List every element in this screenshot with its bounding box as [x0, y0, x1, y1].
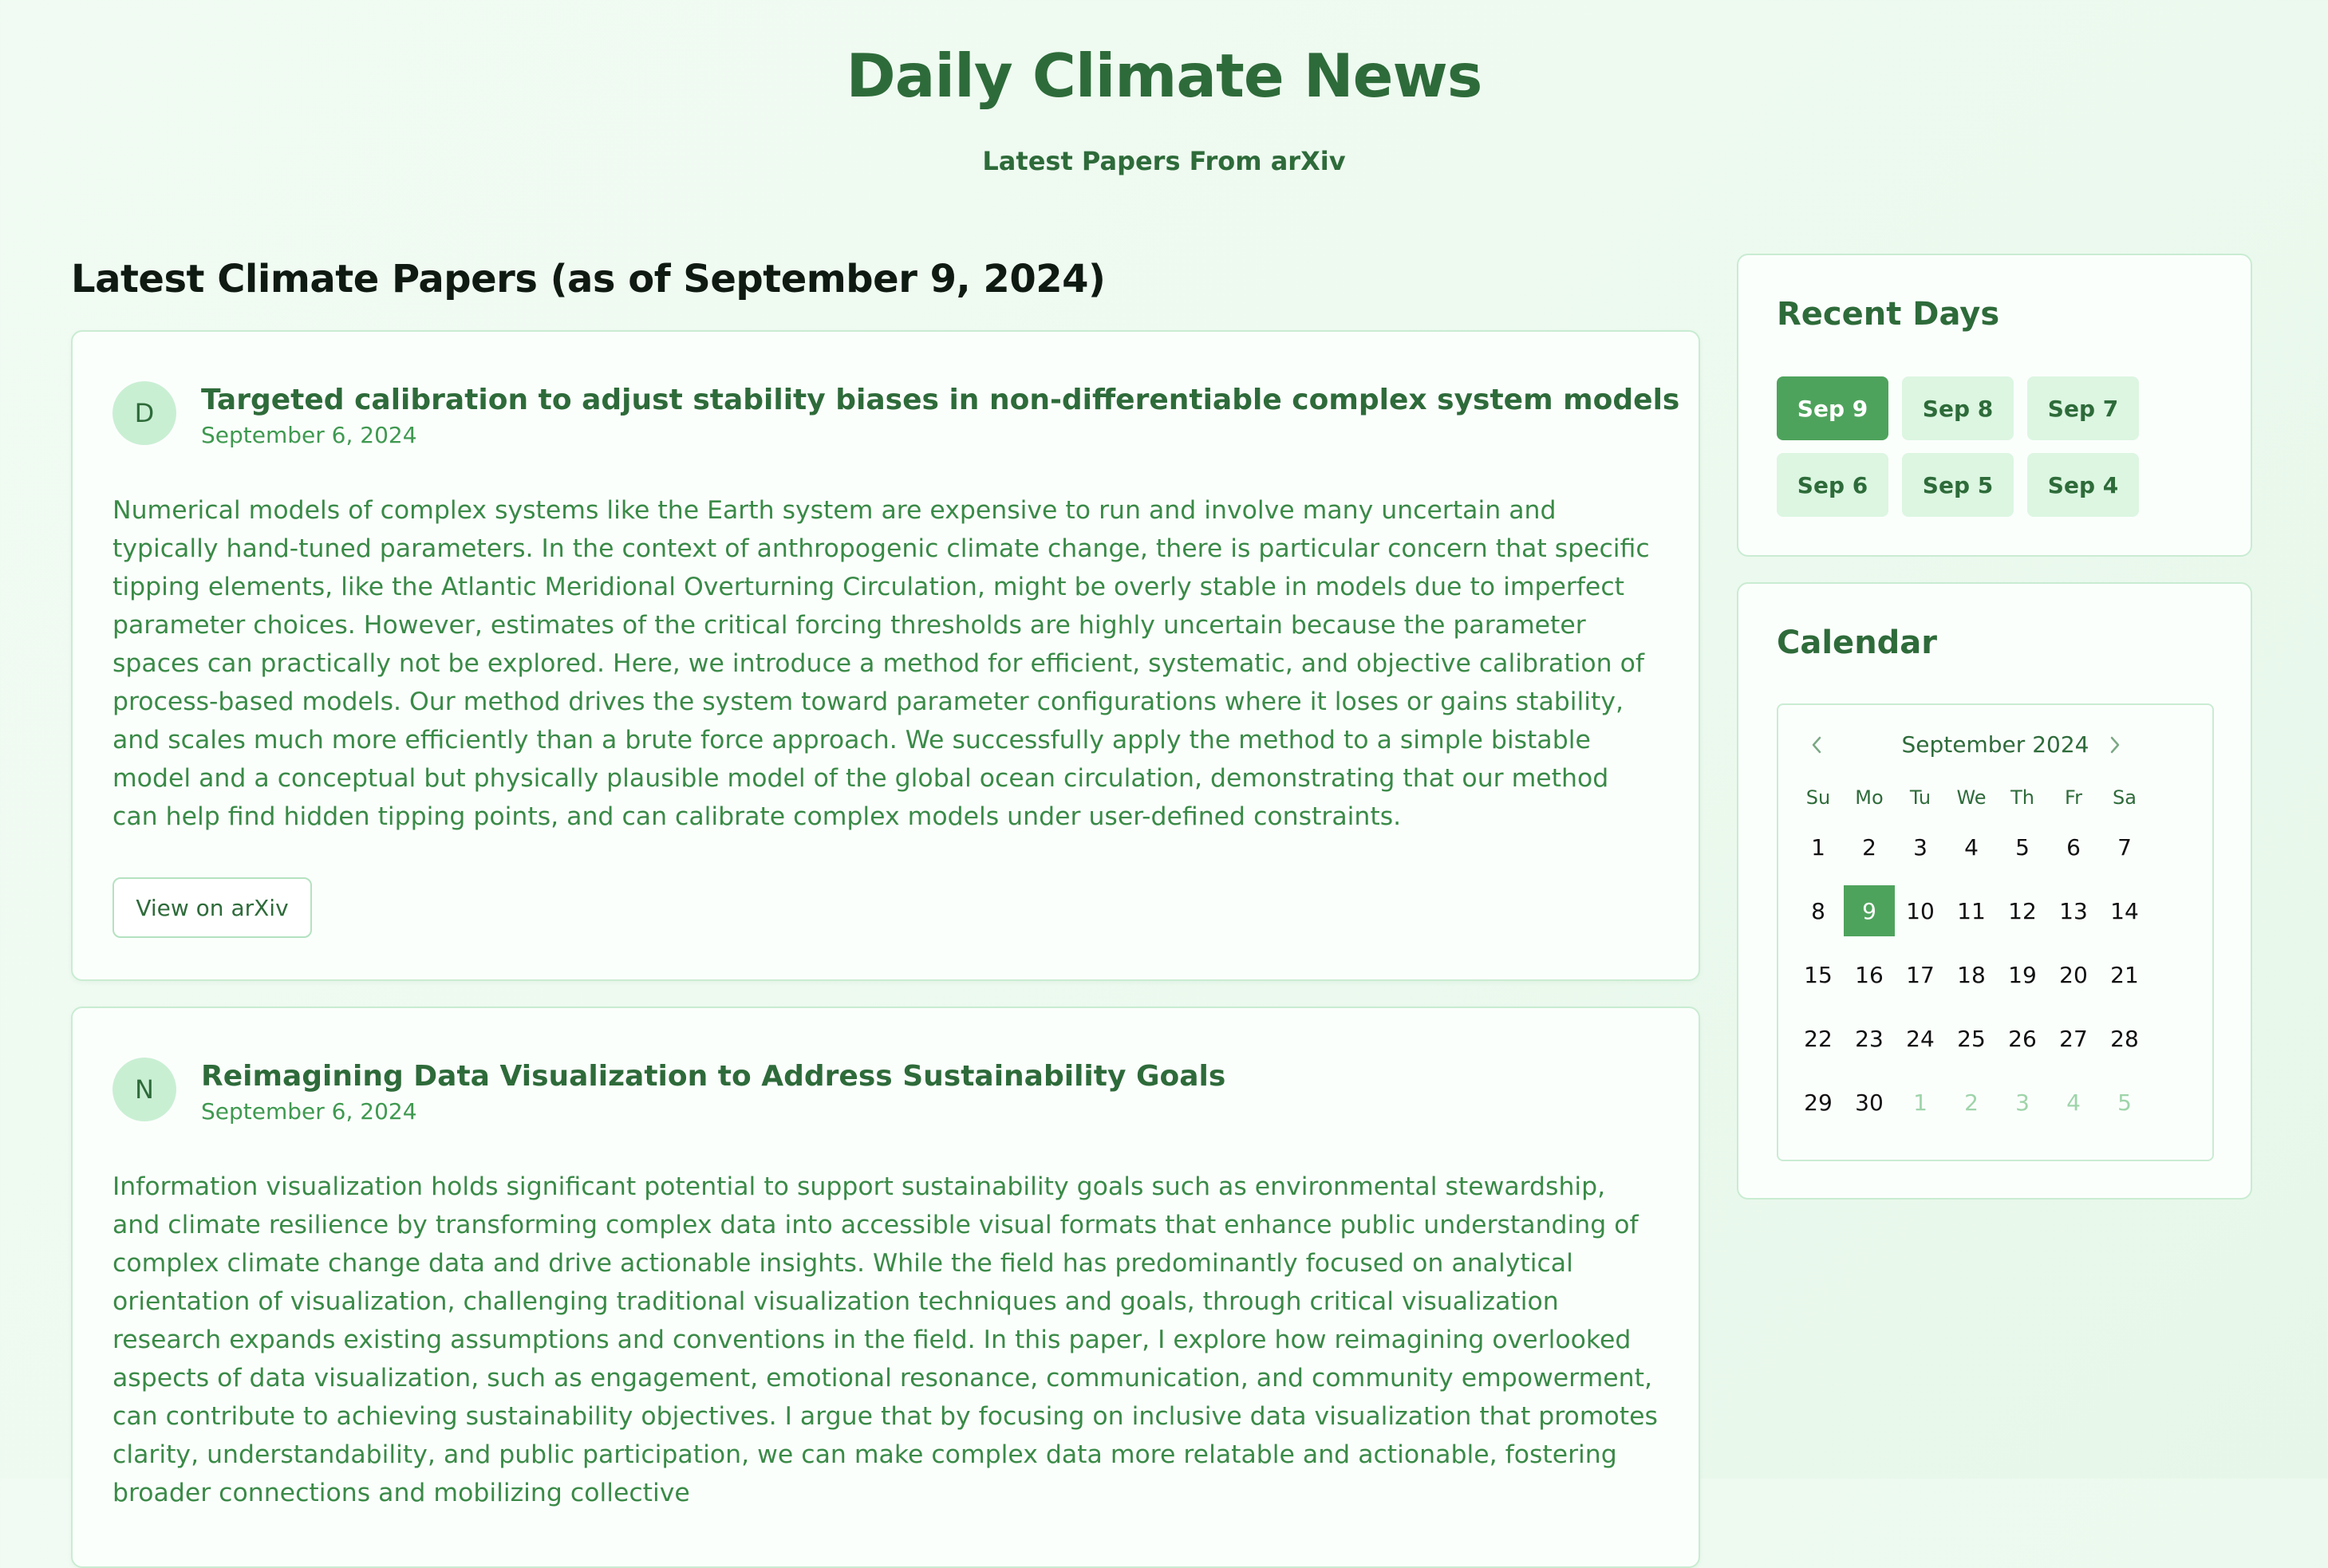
paper-abstract: Numerical models of complex systems like… — [112, 496, 1650, 831]
calendar-day[interactable]: 26 — [2008, 1025, 2037, 1052]
calendar-day[interactable]: 23 — [1855, 1025, 1884, 1052]
calendar-day[interactable]: 3 — [2015, 1089, 2030, 1116]
calendar-day[interactable]: 2 — [1862, 833, 1876, 861]
calendar-day[interactable]: 4 — [1964, 833, 1979, 861]
calendar-day[interactable]: 19 — [2008, 961, 2037, 988]
calendar-day[interactable]: 18 — [1957, 961, 1986, 988]
calendar-day[interactable]: 5 — [2117, 1089, 2132, 1116]
calendar-day[interactable]: 1 — [1913, 1089, 1928, 1116]
day-button-sep-9[interactable]: Sep 9 — [1777, 376, 1888, 440]
calendar-weekday: Tu — [1909, 786, 1931, 809]
calendar-day[interactable]: 7 — [2117, 833, 2132, 861]
calendar-weekday: Th — [2010, 786, 2034, 809]
day-button-sep-5[interactable]: Sep 5 — [1902, 453, 2014, 517]
recent-days-card: Recent Days Sep 9 Sep 8 Sep 7 Sep 6 Sep … — [1737, 254, 2252, 557]
day-button-sep-4[interactable]: Sep 4 — [2027, 453, 2139, 517]
chevron-left-icon[interactable] — [1801, 729, 1833, 761]
calendar-day[interactable]: 30 — [1855, 1089, 1884, 1116]
calendar-day[interactable]: 8 — [1811, 897, 1825, 924]
site-header: Daily Climate News Latest Papers From ar… — [0, 32, 2328, 177]
day-button-sep-6[interactable]: Sep 6 — [1777, 453, 1888, 517]
paper-card: D Targeted calibration to adjust stabili… — [71, 330, 1700, 981]
calendar-title: Calendar — [1777, 624, 1938, 661]
avatar: N — [112, 1058, 176, 1121]
calendar-day[interactable]: 5 — [2015, 833, 2030, 861]
calendar-widget: September 2024 Su Mo Tu We Th Fr Sa 1 2 3 4 5 6 7 8 9 10… — [1777, 703, 2214, 1161]
recent-days-title: Recent Days — [1777, 296, 2000, 333]
calendar-day[interactable]: 15 — [1804, 961, 1833, 988]
paper-card: N Reimagining Data Visualization to Addr… — [71, 1007, 1700, 1568]
calendar-day[interactable]: 11 — [1957, 897, 1986, 924]
calendar-day[interactable]: 10 — [1906, 897, 1935, 924]
calendar-day[interactable]: 12 — [2008, 897, 2037, 924]
paper-abstract: Information visualization holds signific… — [112, 1172, 1658, 1507]
paper-title[interactable]: Targeted calibration to adjust stability… — [201, 384, 1680, 416]
calendar-day[interactable]: 22 — [1804, 1025, 1833, 1052]
calendar-day[interactable]: 13 — [2059, 897, 2088, 924]
calendar-day[interactable]: 21 — [2110, 961, 2139, 988]
paper-date: September 6, 2024 — [201, 1098, 417, 1125]
calendar-weekday: We — [1956, 786, 1987, 809]
chevron-right-icon[interactable] — [2099, 729, 2131, 761]
calendar-weekday: Su — [1805, 786, 1831, 809]
paper-date: September 6, 2024 — [201, 422, 417, 448]
calendar-day[interactable]: 2 — [1964, 1089, 1979, 1116]
calendar-card: Calendar September 2024 Su Mo Tu We Th Fr Sa 1 2… — [1737, 582, 2252, 1200]
calendar-weekday: Sa — [2113, 786, 2137, 809]
paper-title[interactable]: Reimagining Data Visualization to Addres… — [201, 1060, 1226, 1093]
day-button-sep-7[interactable]: Sep 7 — [2027, 376, 2139, 440]
calendar-day[interactable]: 4 — [2066, 1089, 2081, 1116]
avatar: D — [112, 381, 176, 445]
calendar-month-label: September 2024 — [1901, 731, 2089, 758]
section-title: Latest Climate Papers (as of September 9… — [71, 257, 1106, 301]
calendar-day[interactable]: 20 — [2059, 961, 2088, 988]
day-button-sep-8[interactable]: Sep 8 — [1902, 376, 2014, 440]
site-subtitle: Latest Papers From arXiv — [982, 146, 1346, 176]
calendar-day[interactable]: 29 — [1804, 1089, 1833, 1116]
calendar-weekday: Fr — [2065, 786, 2082, 809]
calendar-day[interactable]: 28 — [2110, 1025, 2139, 1052]
calendar-weekday: Mo — [1855, 786, 1884, 809]
calendar-day[interactable]: 17 — [1906, 961, 1935, 988]
calendar-day[interactable]: 1 — [1811, 833, 1825, 861]
calendar-day[interactable]: 6 — [2066, 833, 2081, 861]
calendar-day[interactable]: 25 — [1957, 1025, 1986, 1052]
calendar-day[interactable]: 3 — [1913, 833, 1928, 861]
site-title: Daily Climate News — [846, 41, 1483, 111]
calendar-day[interactable]: 9 — [1844, 885, 1895, 936]
calendar-day[interactable]: 16 — [1855, 961, 1884, 988]
papers-section: Latest Climate Papers (as of September 9… — [71, 247, 1700, 1568]
view-on-arxiv-button[interactable]: View on arXiv — [112, 877, 312, 938]
calendar-day[interactable]: 14 — [2110, 897, 2139, 924]
calendar-day[interactable]: 27 — [2059, 1025, 2088, 1052]
calendar-day[interactable]: 24 — [1906, 1025, 1935, 1052]
